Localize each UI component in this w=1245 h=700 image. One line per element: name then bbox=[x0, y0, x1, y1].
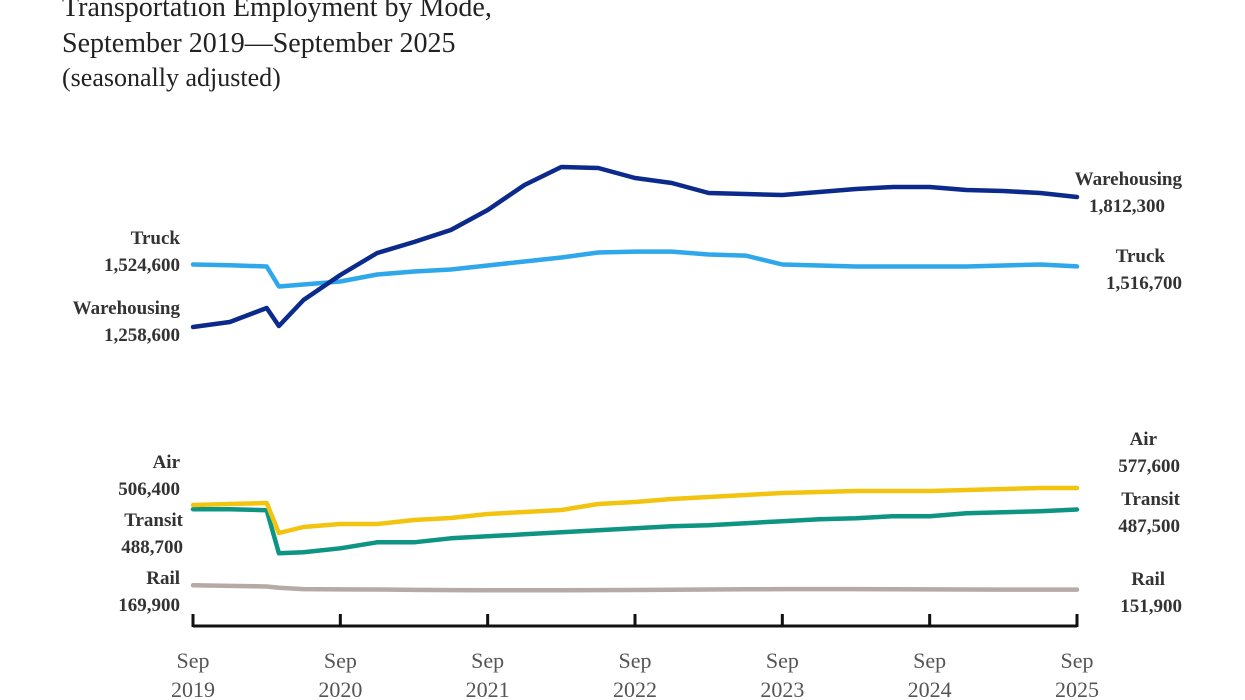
x-tick-label-year: 2021 bbox=[466, 677, 510, 700]
start-value-warehousing: 1,258,600 bbox=[104, 325, 180, 346]
x-tick-label-year: 2024 bbox=[908, 677, 952, 700]
series-line-warehousing bbox=[190, 164, 1080, 330]
series-name-start-warehousing: Warehousing bbox=[73, 298, 181, 319]
series-name-end-air: Air bbox=[1130, 429, 1158, 450]
x-tick-label-year: 2020 bbox=[318, 677, 362, 700]
start-value-truck: 1,524,600 bbox=[104, 255, 180, 276]
chart-title: Transportation Employment by Mode, bbox=[62, 0, 492, 23]
series-line-rail bbox=[190, 583, 1080, 593]
chart-title-line2: September 2019—September 2025 bbox=[62, 28, 456, 59]
series-name-start-air: Air bbox=[153, 452, 181, 473]
series-name-end-warehousing: Warehousing bbox=[1075, 169, 1183, 190]
x-tick-label-month: Sep bbox=[324, 648, 357, 673]
series-name-start-rail: Rail bbox=[146, 568, 180, 589]
start-value-air: 506,400 bbox=[118, 479, 180, 500]
x-tick-label-year: 2025 bbox=[1055, 677, 1099, 700]
series-name-end-truck: Truck bbox=[1116, 246, 1166, 267]
series-line-transit bbox=[190, 506, 1080, 556]
x-tick-label-year: 2019 bbox=[171, 677, 215, 700]
series-name-start-truck: Truck bbox=[131, 228, 181, 249]
series-name-end-rail: Rail bbox=[1131, 569, 1165, 590]
x-tick-label-year: 2022 bbox=[613, 677, 657, 700]
start-value-transit: 488,700 bbox=[121, 537, 183, 558]
x-tick-label-month: Sep bbox=[177, 648, 210, 673]
start-value-rail: 169,900 bbox=[118, 595, 180, 616]
series-name-end-transit: Transit bbox=[1121, 489, 1180, 510]
x-tick-label-year: 2023 bbox=[760, 677, 804, 700]
series-name-start-transit: Transit bbox=[124, 510, 183, 531]
x-tick-label-month: Sep bbox=[1061, 648, 1094, 673]
series-line-truck bbox=[190, 249, 1080, 289]
series-line-air bbox=[190, 485, 1080, 536]
x-tick-label-month: Sep bbox=[913, 648, 946, 673]
chart-subtitle: (seasonally adjusted) bbox=[62, 63, 281, 92]
end-value-truck: 1,516,700 bbox=[1106, 273, 1182, 294]
end-value-warehousing: 1,812,300 bbox=[1089, 196, 1165, 217]
x-tick-label-month: Sep bbox=[471, 648, 504, 673]
end-value-air: 577,600 bbox=[1118, 456, 1180, 477]
end-value-transit: 487,500 bbox=[1118, 516, 1180, 537]
x-tick-label-month: Sep bbox=[619, 648, 652, 673]
end-value-rail: 151,900 bbox=[1120, 596, 1182, 617]
x-tick-label-month: Sep bbox=[766, 648, 799, 673]
